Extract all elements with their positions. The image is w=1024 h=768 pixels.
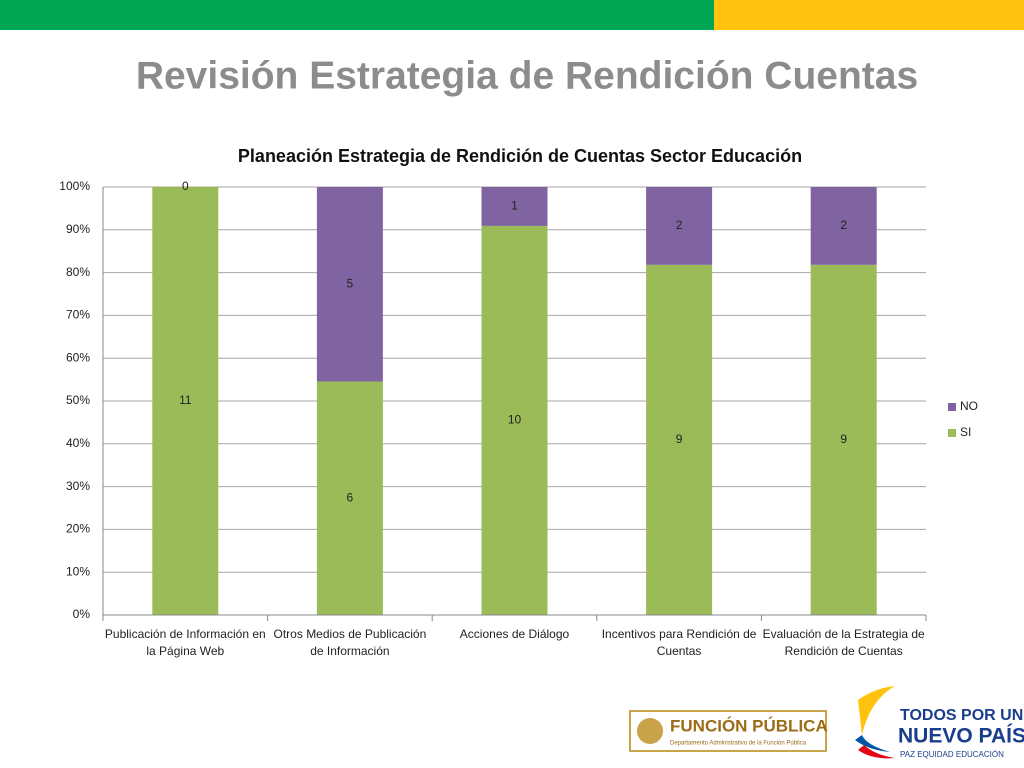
legend-label: NO (960, 399, 978, 413)
y-tick-label: 60% (66, 350, 90, 364)
legend-swatch (948, 429, 956, 437)
y-tick-label: 70% (66, 308, 90, 322)
logo-seal (637, 718, 663, 744)
data-label: 10 (508, 413, 522, 427)
data-label: 1 (511, 199, 518, 213)
y-tick-label: 100% (59, 179, 90, 193)
bar-segment (316, 187, 383, 382)
bar-segment (810, 264, 877, 615)
chart-title: Planeación Estrategia de Rendición de Cu… (238, 146, 802, 166)
bar-segment (481, 187, 548, 226)
x-tick-label: Publicación de Información en la Página … (104, 627, 266, 658)
logo-frame (629, 710, 827, 752)
y-tick-label: 0% (73, 607, 91, 621)
data-label: 2 (840, 218, 847, 232)
data-label: 6 (347, 490, 354, 504)
logo-subtext: Departamento Administrativo de la Funció… (670, 741, 807, 747)
y-tick-label: 20% (66, 522, 90, 536)
top-band-yellow (714, 0, 1024, 30)
y-tick-label: 30% (66, 479, 90, 493)
slogan-line: TODOS POR UN (900, 707, 1023, 724)
logo-swoosh (858, 686, 895, 735)
data-label: 5 (347, 276, 354, 290)
x-tick-label: Acciones de Diálogo (459, 627, 570, 641)
x-tick-label: Incentivos para Rendición de Cuentas (601, 627, 757, 658)
footer-logos: FUNCIÓN PÚBLICA Departamento Administrat… (629, 686, 1024, 759)
y-tick-label: 40% (66, 436, 90, 450)
data-label: 9 (840, 432, 847, 446)
y-tick-label: 90% (66, 222, 90, 236)
data-label: 2 (676, 218, 683, 232)
data-label: 0 (182, 179, 189, 193)
slogan-line: PAZ EQUIDAD EDUCACIÓN (900, 750, 1004, 759)
logo-swoosh (855, 735, 890, 752)
top-band-green (0, 0, 714, 30)
slogan-line: NUEVO PAÍS (898, 725, 1024, 748)
logo-text: FUNCIÓN PÚBLICA (670, 716, 828, 735)
bar-segment (152, 187, 219, 615)
legend-label: SI (960, 425, 971, 439)
y-tick-label: 50% (66, 393, 90, 407)
bar-segment (646, 264, 713, 615)
y-tick-label: 80% (66, 265, 90, 279)
legend-swatch (948, 403, 956, 411)
x-tick-label: Otros Medios de Publicación de Informaci… (273, 627, 427, 658)
bar-segment (810, 187, 877, 265)
x-tick-label: Evaluación de la Estrategia de Rendición… (762, 627, 925, 658)
bar-segment (316, 381, 383, 615)
slide-title: Revisión Estrategia de Rendición Cuentas (136, 54, 918, 97)
data-label: 9 (676, 432, 683, 446)
data-label: 11 (179, 393, 192, 407)
bar-segment (481, 225, 548, 615)
bar-segment (646, 187, 713, 265)
y-tick-label: 10% (66, 564, 90, 578)
logo-swoosh (858, 745, 895, 759)
